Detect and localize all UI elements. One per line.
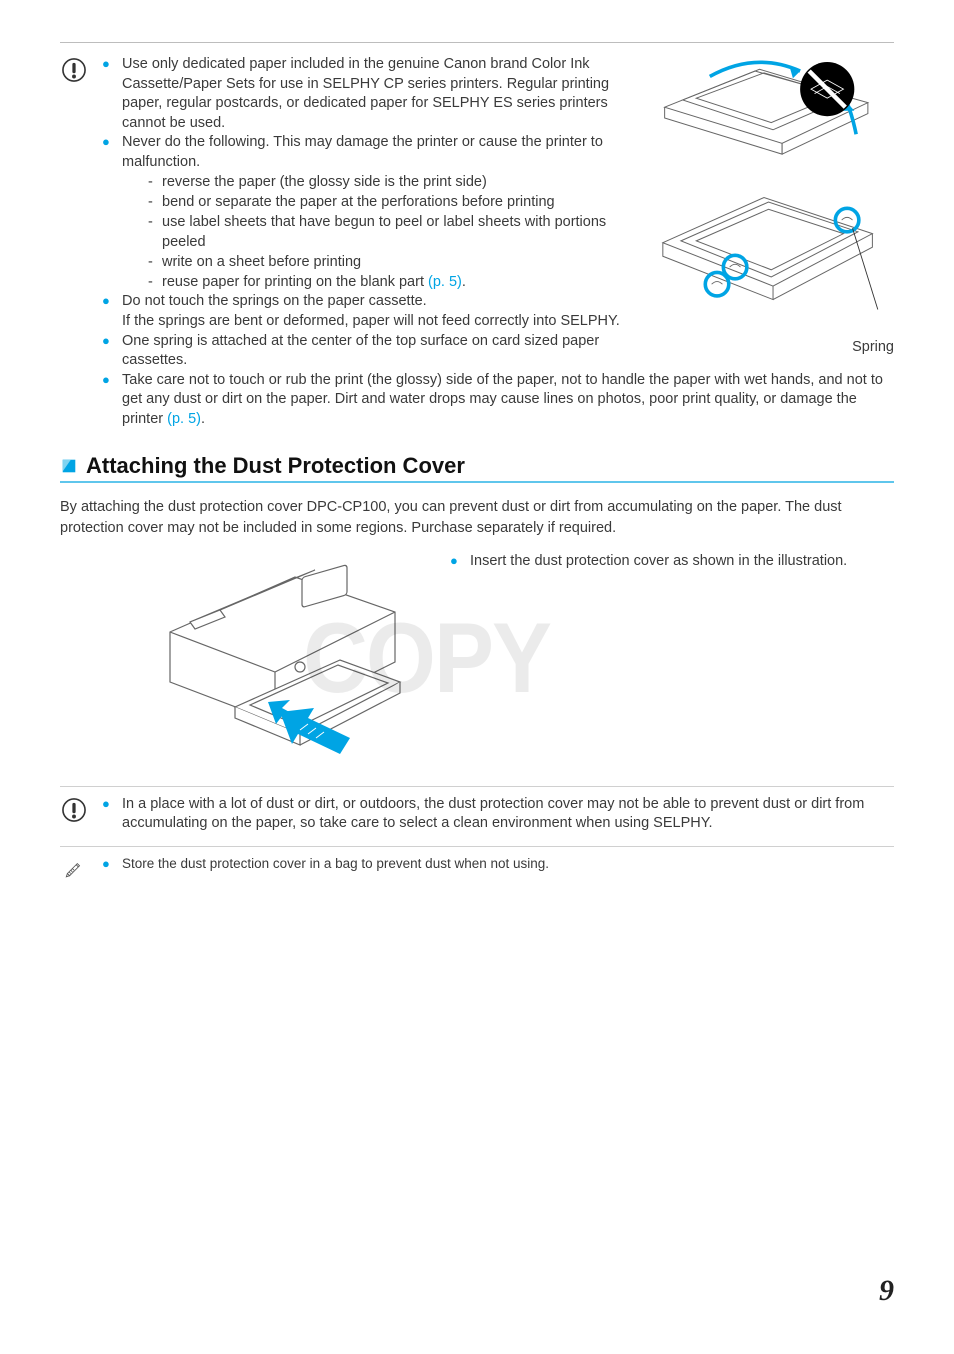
caution-continuation: If the springs are bent or deformed, pap… bbox=[122, 312, 894, 332]
caution-item: Use only dedicated paper included in the… bbox=[102, 55, 894, 133]
caution-icon bbox=[60, 55, 88, 429]
note-item: Store the dust protection cover in a bag… bbox=[102, 855, 894, 873]
caution-subitem: use label sheets that have begun to peel… bbox=[148, 212, 894, 252]
text: Take care not to touch or rub the print … bbox=[122, 372, 883, 427]
caution-block: In a place with a lot of dust or dirt, o… bbox=[60, 795, 894, 834]
note-block: Store the dust protection cover in a bag… bbox=[60, 855, 894, 879]
caution-item: Do not touch the springs on the paper ca… bbox=[102, 292, 894, 331]
page-link[interactable]: (p. 5) bbox=[428, 274, 462, 290]
caution-item: Take care not to touch or rub the print … bbox=[102, 371, 894, 430]
text: reuse paper for printing on the blank pa… bbox=[162, 274, 428, 290]
dust-cover-illustration: COPY bbox=[140, 552, 430, 776]
page-link[interactable]: (p. 5) bbox=[167, 411, 201, 427]
caution-block: Spring Use only dedicated paper included… bbox=[60, 55, 894, 429]
heading-marker-icon bbox=[60, 457, 78, 475]
caution-icon bbox=[60, 795, 88, 834]
caution-text: Do not touch the springs on the paper ca… bbox=[122, 293, 427, 309]
pencil-note-icon bbox=[60, 855, 88, 879]
section-heading: Attaching the Dust Protection Cover bbox=[60, 453, 894, 483]
caution-text: Never do the following. This may damage … bbox=[122, 134, 603, 170]
caution-subitem: bend or separate the paper at the perfor… bbox=[148, 192, 894, 212]
page-number: 9 bbox=[879, 1274, 894, 1308]
caution-subitem: reuse paper for printing on the blank pa… bbox=[148, 272, 894, 292]
section-title: Attaching the Dust Protection Cover bbox=[86, 453, 465, 479]
caution-subitem: reverse the paper (the glossy side is th… bbox=[148, 172, 894, 192]
text: . bbox=[462, 274, 466, 290]
caution-item: In a place with a lot of dust or dirt, o… bbox=[102, 795, 894, 834]
text: . bbox=[201, 411, 205, 427]
caution-subitem: write on a sheet before printing bbox=[148, 252, 894, 272]
caution-item: Never do the following. This may damage … bbox=[102, 133, 894, 292]
caution-item: One spring is attached at the center of … bbox=[102, 332, 894, 371]
section-intro: By attaching the dust protection cover D… bbox=[60, 497, 894, 538]
instruction-item: Insert the dust protection cover as show… bbox=[450, 552, 894, 572]
